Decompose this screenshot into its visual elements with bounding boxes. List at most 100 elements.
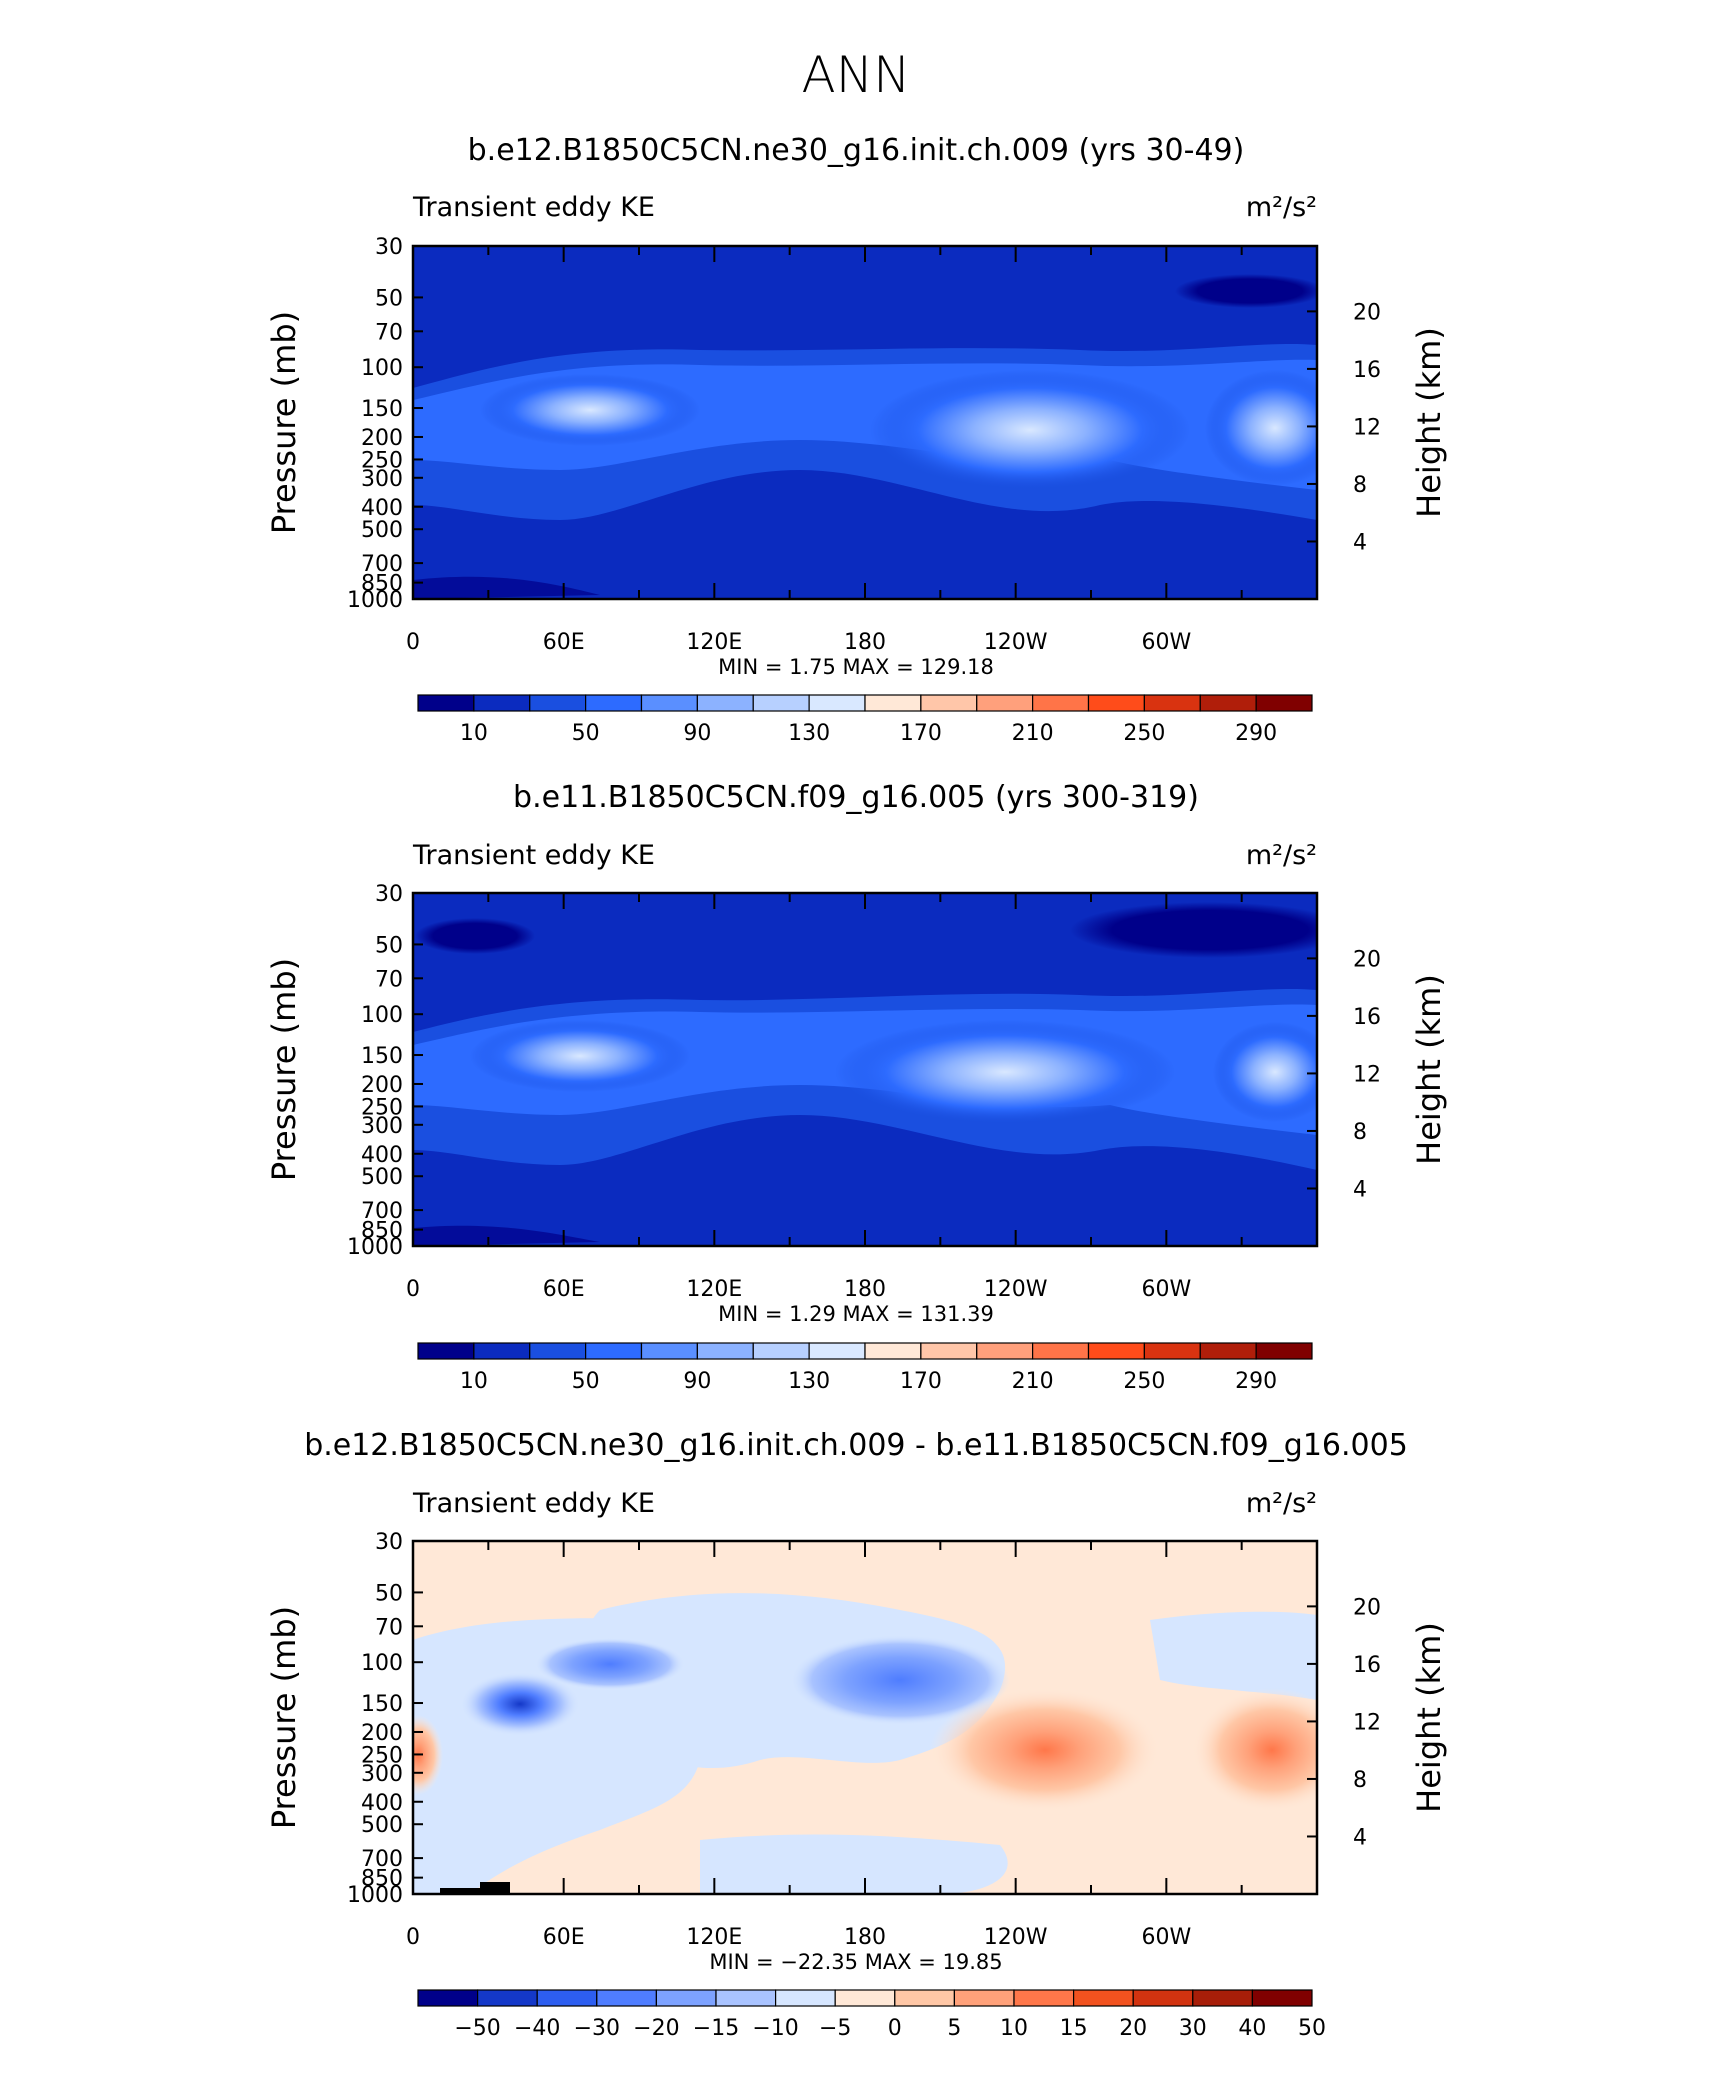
colorbar-swatch [417,1342,475,1360]
pressure-tick-label: 250 [361,448,403,473]
colorbar-label: 10 [460,1369,488,1394]
pressure-tick-label: 50 [375,933,403,958]
panel-1: b.e12.B1850C5CN.ne30_g16.init.ch.009 (yr… [265,133,1448,746]
colorbar-label: 50 [1298,2016,1326,2041]
pressure-tick-label: 200 [361,426,403,451]
panel-1-stats: MIN = 1.75 MAX = 129.18 [718,655,994,679]
y-axis-title-left: Pressure (mb) [265,311,303,534]
colorbar-label: 30 [1179,2016,1207,2041]
colorbar-swatch [536,1989,598,2007]
colorbar-swatch [1087,694,1145,712]
colorbar-swatch [752,1342,810,1360]
lon-tick-label: 120E [686,1925,742,1950]
colorbar-label: −20 [633,2016,679,2041]
panel-3-units: m²/s² [1246,1488,1317,1519]
colorbar-swatch [864,694,922,712]
pressure-tick-label: 300 [361,1762,403,1787]
colorbar-swatch [1143,694,1201,712]
panel-3-plot-area [413,1541,1317,1894]
lon-tick-label: 60W [1141,1277,1191,1302]
colorbar-label: 15 [1060,2016,1088,2041]
lon-tick-label: 120W [984,630,1048,655]
panel-2-min-strat-west [415,918,535,954]
panel-1-surface-low [413,576,600,599]
colorbar-swatch [696,1342,754,1360]
panel-1-max-60E [480,374,700,446]
height-tick-label: 8 [1353,1120,1367,1145]
panel-3-topography [440,1882,510,1894]
colorbar-label: 250 [1123,1369,1165,1394]
pressure-tick-label: 500 [361,1813,403,1838]
colorbar-label: −50 [454,2016,500,2041]
panel-2-max-60W [1213,1022,1317,1122]
lon-tick-label: 60W [1141,630,1191,655]
panel-1-min-strat [1175,274,1317,308]
panel-3-left-label: Transient eddy KE [412,1488,655,1519]
lon-tick-label: 180 [844,630,886,655]
panel-3-axes: 3050701001502002503004005007008501000481… [265,1530,1448,1950]
colorbar-swatch [976,1342,1034,1360]
colorbar-swatch [640,694,698,712]
panel-1-axes: 3050701001502002503004005007008501000481… [265,235,1448,655]
pressure-tick-label: 250 [361,1095,403,1120]
pressure-tick-label: 700 [361,552,403,577]
height-tick-label: 20 [1353,1595,1381,1620]
colorbar-label: 10 [460,721,488,746]
panel-2-plot-area [413,893,1317,1246]
colorbar-label: 90 [683,1369,711,1394]
pressure-tick-label: 500 [361,518,403,543]
pressure-tick-label: 70 [375,320,403,345]
lon-tick-label: 60E [543,1277,585,1302]
height-tick-label: 4 [1353,1825,1367,1850]
pressure-tick-label: 70 [375,967,403,992]
panel-2: b.e11.B1850C5CN.f09_g16.005 (yrs 300-319… [265,780,1448,1394]
y-axis-title-right: Height (km) [1410,974,1448,1165]
colorbar-swatch [1132,1989,1194,2007]
lon-tick-label: 0 [406,630,420,655]
pressure-tick-label: 150 [361,1692,403,1717]
colorbar-swatch [1255,694,1313,712]
colorbar-label: 130 [788,721,830,746]
lon-tick-label: 120W [984,1925,1048,1950]
panel-2-units: m²/s² [1246,840,1317,871]
colorbar-swatch [920,1342,978,1360]
colorbar-swatch [1087,1342,1145,1360]
colorbar-label: 90 [683,721,711,746]
pressure-tick-label: 850 [361,1219,403,1244]
height-tick-label: 8 [1353,473,1367,498]
panel-3: b.e12.B1850C5CN.ne30_g16.init.ch.009 - b… [265,1428,1448,2041]
pressure-tick-label: 400 [361,1791,403,1816]
pressure-tick-label: 100 [361,1651,403,1676]
colorbar-label: 40 [1238,2016,1266,2041]
colorbar-swatch [473,694,531,712]
colorbar-swatch [864,1342,922,1360]
panel-3-min-180 [790,1635,1010,1725]
colorbar-swatch [774,1989,836,2007]
pressure-tick-label: 300 [361,467,403,492]
panel-2-max-60E [470,1020,690,1092]
pressure-tick-label: 500 [361,1165,403,1190]
pressure-tick-label: 30 [375,1530,403,1555]
lon-tick-label: 60W [1141,1925,1191,1950]
height-tick-label: 12 [1353,1710,1381,1735]
colorbar-swatch [1032,1342,1090,1360]
colorbar-swatch [1199,1342,1257,1360]
panel-3-stats: MIN = −22.35 MAX = 19.85 [709,1950,1002,1974]
colorbar-label: 0 [888,2016,902,2041]
colorbar-swatch [473,1342,531,1360]
pressure-tick-label: 100 [361,1003,403,1028]
colorbar-label: 5 [947,2016,961,2041]
colorbar-swatch [1255,1342,1313,1360]
panel-1-max-120W [870,370,1190,490]
colorbar-label: 10 [1000,2016,1028,2041]
pressure-tick-label: 850 [361,1867,403,1892]
lon-tick-label: 60E [543,1925,585,1950]
pressure-tick-label: 400 [361,1143,403,1168]
panel-3-colorbar: −50 −40 −30 −20 −15 −10 −5 0 5 10 15 20 30 40 50 [417,1989,1326,2041]
pressure-tick-label: 50 [375,1581,403,1606]
colorbar-swatch [920,694,978,712]
lon-tick-label: 180 [844,1277,886,1302]
colorbar-swatch [953,1989,1015,2007]
colorbar-swatch [1143,1342,1201,1360]
colorbar-swatch [477,1989,538,2007]
